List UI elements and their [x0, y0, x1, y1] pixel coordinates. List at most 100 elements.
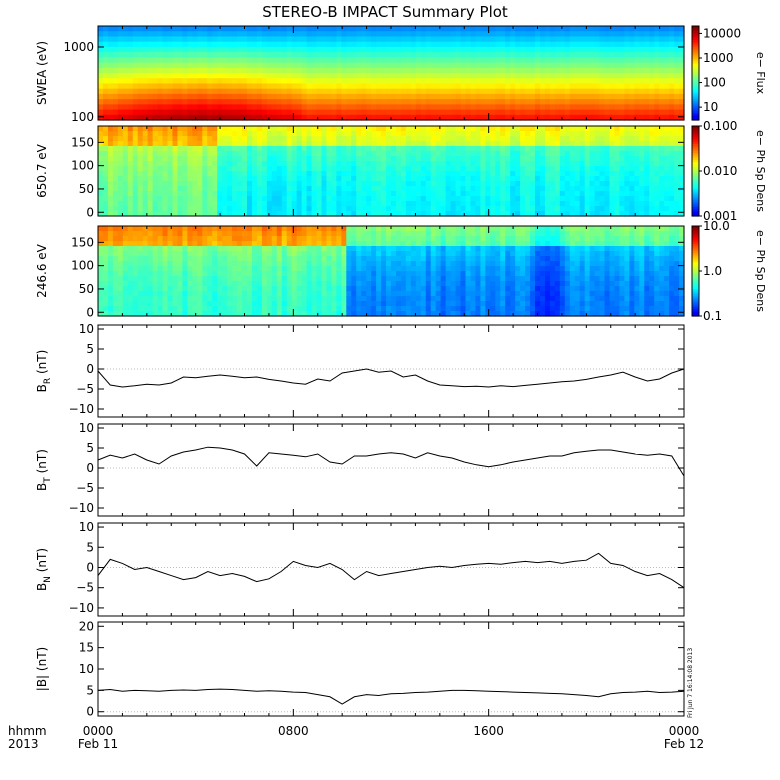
spectrogram-cell [261, 206, 268, 212]
spectrogram-cell [237, 181, 243, 187]
spectrogram-cell [500, 104, 506, 111]
spectrogram-cell [162, 226, 169, 232]
spectrogram-cell [217, 156, 223, 162]
spectrogram-cell [644, 206, 650, 212]
colorbar-segment [692, 61, 699, 65]
spectrogram-cell [207, 251, 213, 257]
spectrogram-cell [102, 41, 109, 48]
spectrogram-cell [510, 104, 516, 111]
spectrogram-cell [500, 156, 506, 162]
spectrogram-cell [326, 104, 333, 111]
spectrogram-cell [98, 206, 104, 212]
spectrogram-cell [286, 161, 293, 167]
spectrogram-cell [440, 126, 447, 132]
spectrogram-cell [584, 206, 591, 212]
spectrogram-cell [351, 146, 357, 152]
spectrogram-cell [599, 141, 606, 147]
spectrogram-cell [376, 114, 382, 121]
spectrogram-cell [644, 99, 650, 105]
spectrogram-cell [445, 109, 452, 116]
spectrogram-cell [306, 67, 313, 74]
spectrogram-cell [222, 151, 228, 157]
spectrogram-cell [544, 156, 551, 162]
spectrogram-cell [98, 57, 104, 64]
spectrogram-cell [376, 126, 382, 132]
spectrogram-cell [137, 136, 144, 142]
spectrogram-cell [381, 114, 387, 121]
spectrogram-cell [465, 176, 472, 182]
spectrogram-cell [584, 62, 591, 69]
spectrogram-cell [261, 83, 268, 90]
spectrogram-cell [112, 191, 119, 197]
spectrogram-cell [122, 246, 129, 252]
spectrogram-cell [207, 311, 213, 317]
spectrogram-cell [232, 191, 238, 197]
spectrogram-cell [460, 211, 467, 217]
spectrogram-cell [361, 46, 367, 53]
spectrogram-cell [525, 161, 531, 167]
spectrogram-cell [475, 31, 481, 38]
spectrogram-cell [395, 126, 402, 132]
spectrogram-cell [386, 104, 392, 111]
spectrogram-cell [495, 136, 501, 142]
spectrogram-cell [400, 78, 407, 85]
spectrogram-cell [107, 311, 114, 317]
spectrogram-cell [227, 281, 233, 287]
spectrogram-cell [102, 31, 109, 38]
spectrogram-cell [549, 156, 556, 162]
spectrogram-cell [391, 171, 397, 177]
spectrogram-cell [202, 78, 208, 85]
spectrogram-cell [475, 83, 481, 90]
spectrogram-cell [391, 206, 397, 212]
spectrogram-cell [654, 206, 660, 212]
spectrogram-cell [544, 196, 551, 202]
spectrogram-cell [505, 114, 511, 121]
y-axis-label: SWEA (eV) [35, 41, 49, 105]
spectrogram-cell [674, 57, 680, 64]
spectrogram-cell [321, 171, 328, 177]
spectrogram-cell [649, 186, 655, 192]
spectrogram-cell [361, 41, 367, 48]
spectrogram-cell [619, 57, 626, 64]
spectrogram-cell [535, 151, 541, 157]
spectrogram-cell [271, 146, 278, 152]
colorbar-segment [692, 193, 699, 197]
spectrogram-cell [142, 201, 149, 207]
spectrogram-cell [117, 276, 124, 282]
spectrogram-cell [391, 151, 397, 157]
spectrogram-cell [286, 191, 293, 197]
spectrogram-cell [281, 131, 288, 137]
spectrogram-cell [321, 78, 328, 85]
spectrogram-cell [495, 176, 501, 182]
spectrogram-cell [460, 166, 467, 172]
spectrogram-cell [450, 78, 457, 85]
spectrogram-cell [634, 62, 640, 69]
spectrogram-cell [311, 31, 318, 38]
spectrogram-cell [569, 131, 576, 137]
spectrogram-cell [251, 114, 258, 121]
spectrogram-cell [634, 26, 640, 32]
spectrogram-cell [435, 156, 442, 162]
spectrogram-cell [187, 156, 193, 162]
spectrogram-cell [212, 146, 218, 152]
spectrogram-cell [162, 78, 169, 85]
spectrogram-cell [495, 206, 501, 212]
spectrogram-cell [574, 156, 581, 162]
spectrogram-cell [674, 62, 680, 69]
spectrogram-cell [539, 196, 546, 202]
spectrogram-cell [371, 141, 377, 147]
spectrogram-cell [520, 36, 526, 43]
spectrogram-cell [629, 191, 635, 197]
spectrogram-cell [654, 31, 660, 38]
spectrogram-cell [271, 151, 278, 157]
spectrogram-cell [222, 62, 228, 69]
spectrogram-cell [132, 156, 139, 162]
spectrogram-cell [276, 99, 283, 105]
spectrogram-cell [117, 57, 124, 64]
spectrogram-cell [107, 201, 114, 207]
spectrogram-cell [445, 93, 452, 100]
spectrogram-cell [331, 131, 337, 137]
spectrogram-cell [112, 196, 119, 202]
spectrogram-cell [147, 171, 154, 177]
spectrogram-cell [177, 176, 184, 182]
